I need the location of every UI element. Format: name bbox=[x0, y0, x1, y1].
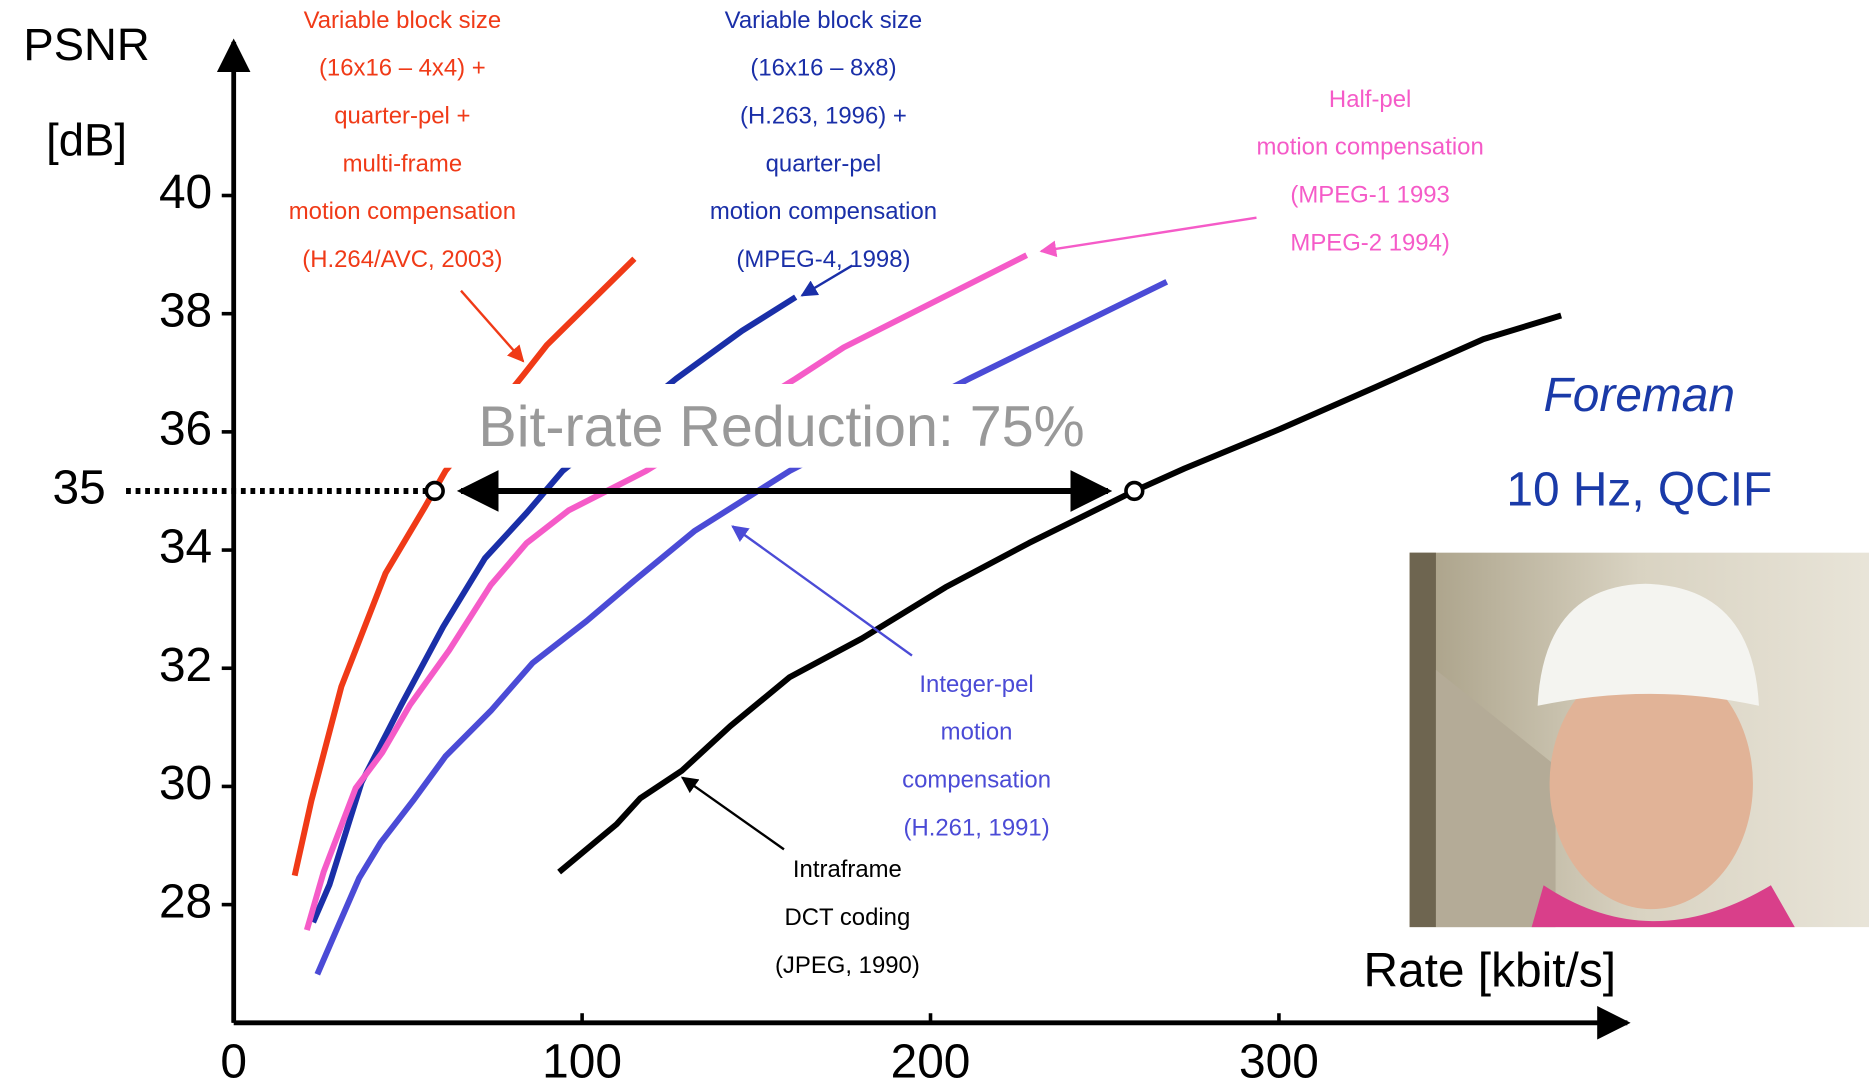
x-tick-label: 200 bbox=[891, 1035, 971, 1085]
annotation-text: motion compensation bbox=[710, 198, 937, 225]
annotation-text: motion compensation bbox=[1257, 134, 1484, 161]
chart: Bit-rate Reduction: 75% 0 100 200 300 28 30 32 3… bbox=[0, 0, 1873, 1085]
y-tick-label: 40 bbox=[159, 166, 212, 219]
annotation-text: MPEG-2 1994) bbox=[1290, 229, 1449, 256]
sequence-title: Foreman bbox=[1544, 369, 1735, 422]
highlight-tick-label: 35 bbox=[52, 462, 105, 515]
annotation-text: (MPEG-4, 1998) bbox=[736, 246, 910, 273]
annotation-text: (16x16 – 8x8) bbox=[750, 55, 896, 82]
annotation-text: (16x16 – 4x4) + bbox=[319, 55, 486, 82]
photo bbox=[1410, 553, 1869, 927]
marker bbox=[1126, 483, 1143, 500]
annotation-text: motion compensation bbox=[289, 198, 516, 225]
annotation-text: Half-pel bbox=[1329, 86, 1411, 113]
sequence-format: 10 Hz, QCIF bbox=[1506, 463, 1772, 516]
y-axis-label: [dB] bbox=[46, 115, 127, 166]
y-axis-label: PSNR bbox=[23, 19, 149, 70]
x-tick-label: 100 bbox=[542, 1035, 622, 1085]
annotation-text: (JPEG, 1990) bbox=[775, 952, 920, 979]
annotation-text: (H.264/AVC, 2003) bbox=[302, 246, 502, 273]
reduction-label: Bit-rate Reduction: 75% bbox=[478, 395, 1084, 459]
annotation-text: Integer-pel bbox=[919, 671, 1033, 698]
photo-edge bbox=[1410, 553, 1436, 927]
annotation-arrow bbox=[682, 778, 784, 850]
annotation-text: compensation bbox=[902, 766, 1051, 793]
annotation-text: (MPEG-1 1993 bbox=[1290, 181, 1449, 208]
annotation-text: DCT coding bbox=[784, 904, 910, 931]
x-tick-label: 300 bbox=[1239, 1035, 1319, 1085]
annotation-arrow bbox=[1041, 218, 1256, 251]
annotation-text: (H.261, 1991) bbox=[903, 814, 1049, 841]
annotation-text: (H.263, 1996) + bbox=[740, 103, 907, 130]
x-axis-label: Rate [kbit/s] bbox=[1363, 944, 1616, 997]
annotation-text: quarter-pel + bbox=[334, 103, 470, 130]
y-tick-label: 32 bbox=[159, 639, 212, 692]
page: {"chart_data": { "type": "line", "y_labe… bbox=[0, 0, 1873, 1085]
annotation-text: Intraframe bbox=[793, 856, 902, 883]
annotation-text: motion bbox=[941, 719, 1013, 746]
annotation-text: quarter-pel bbox=[766, 150, 882, 177]
annotation-arrow bbox=[733, 526, 912, 655]
annotation-text: Variable block size bbox=[304, 7, 502, 34]
y-tick-label: 28 bbox=[159, 875, 212, 928]
y-tick-label: 38 bbox=[159, 284, 212, 337]
marker bbox=[426, 483, 443, 500]
annotation-text: multi-frame bbox=[343, 150, 463, 177]
annotation-text: Variable block size bbox=[725, 7, 923, 34]
series-line bbox=[295, 259, 635, 876]
annotation-arrow bbox=[461, 291, 523, 362]
y-tick-label: 30 bbox=[159, 757, 212, 810]
y-tick-label: 34 bbox=[159, 521, 212, 574]
x-tick-label: 0 bbox=[220, 1035, 247, 1085]
y-tick-label: 36 bbox=[159, 403, 212, 456]
